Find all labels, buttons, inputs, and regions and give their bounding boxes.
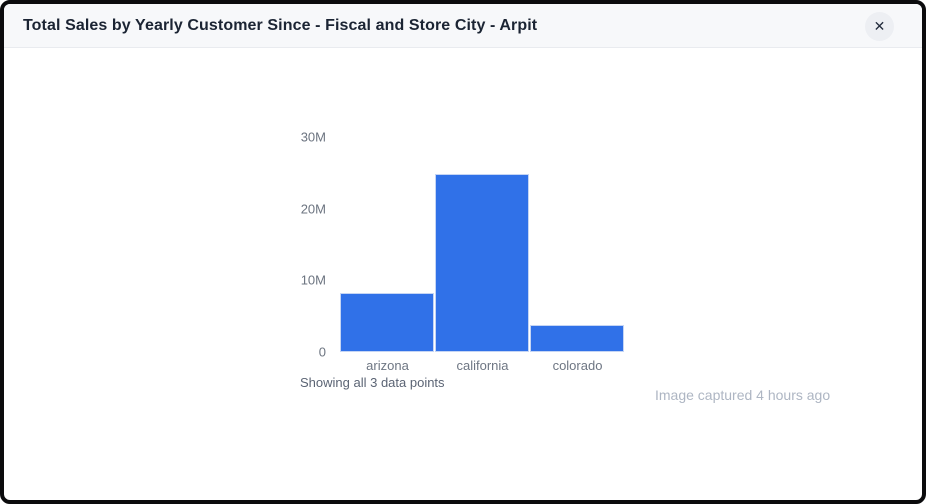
x-tick-label-arizona: arizona <box>366 358 409 373</box>
modal-title: Total Sales by Yearly Customer Since - F… <box>23 16 538 34</box>
modal-header: Total Sales by Yearly Customer Since - F… <box>4 4 922 48</box>
y-tick-label: 10M <box>300 272 326 288</box>
x-axis: arizona california colorado <box>340 358 626 373</box>
bar-colorado[interactable] <box>530 325 624 352</box>
image-captured-caption: Image captured 4 hours ago <box>655 387 831 403</box>
y-tick-label: 30M <box>300 129 326 145</box>
x-tick-label-california: california <box>456 358 509 373</box>
close-icon: ✕ <box>873 18 886 34</box>
y-tick-label: 20M <box>300 201 326 217</box>
close-button[interactable]: ✕ <box>865 12 894 41</box>
y-axis: 0 10M 20M 30M <box>300 130 326 360</box>
bar-california[interactable] <box>435 174 529 352</box>
plot-area <box>340 137 626 352</box>
bar-arizona[interactable] <box>340 293 434 352</box>
y-tick-label: 0 <box>318 344 326 360</box>
showing-data-points-text: Showing all 3 data points <box>300 375 445 390</box>
bar-chart: 0 10M 20M 30M arizona california colorado Sho… <box>300 130 626 390</box>
x-tick-label-colorado: colorado <box>552 358 603 373</box>
